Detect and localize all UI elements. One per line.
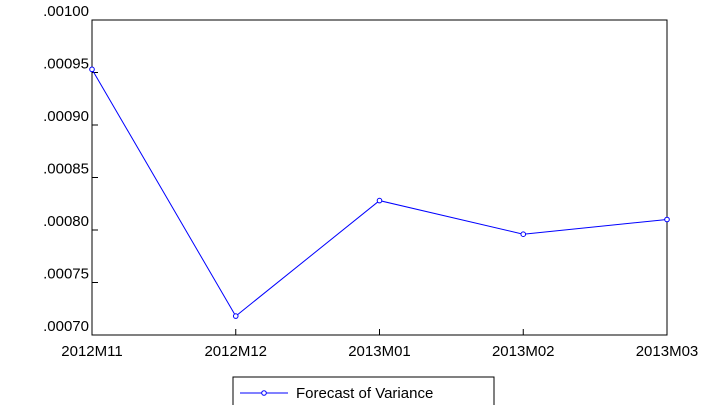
legend-box <box>232 376 495 405</box>
legend-marker <box>261 390 267 396</box>
x-tick-label: 2012M11 <box>61 343 122 360</box>
y-tick-label: .00085 <box>43 160 89 177</box>
point-marker <box>89 66 95 73</box>
point-marker <box>232 313 239 319</box>
legend-label: Forecast of Variance <box>296 385 433 402</box>
point-marker <box>520 231 527 237</box>
y-tick-label: .00080 <box>43 213 89 230</box>
x-tick-label: 2013M02 <box>492 343 555 360</box>
x-tick-label: 2013M03 <box>636 343 699 360</box>
y-tick-label: .00095 <box>43 55 89 72</box>
point-marker <box>376 197 383 204</box>
point-marker <box>664 216 670 223</box>
legend: Forecast of Variance <box>232 376 495 405</box>
plot-frame <box>91 19 668 336</box>
x-tick-label: 2012M12 <box>204 343 267 360</box>
y-tick-label: .00090 <box>43 108 89 125</box>
y-tick-label: .00075 <box>43 265 89 282</box>
x-tick-label: 2013M01 <box>348 343 411 360</box>
series-line <box>91 69 668 317</box>
y-tick-label: .00070 <box>43 318 89 335</box>
y-tick-label: .00100 <box>43 3 89 20</box>
